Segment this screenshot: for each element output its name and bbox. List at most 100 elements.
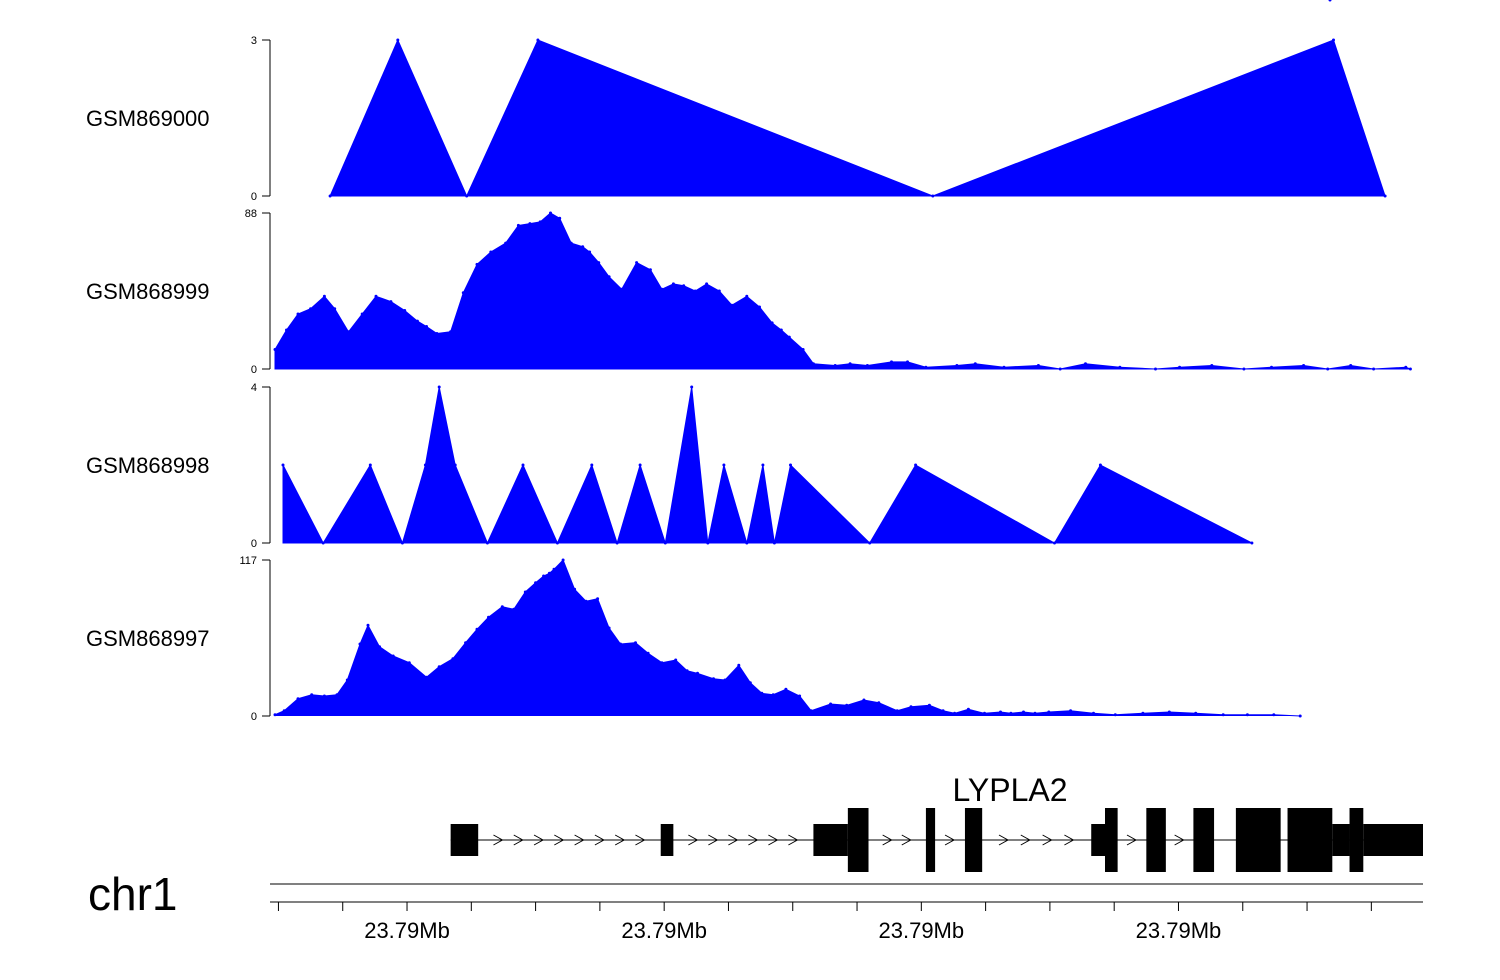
data-point <box>1002 365 1006 369</box>
data-point <box>877 701 881 705</box>
data-point <box>437 665 441 669</box>
data-point <box>1036 364 1040 367</box>
data-point <box>682 284 686 288</box>
data-point <box>1178 365 1182 369</box>
data-point <box>634 641 637 645</box>
strand-arrow-icon <box>493 834 504 846</box>
exon <box>847 808 869 872</box>
data-point <box>770 321 774 325</box>
data-point <box>722 463 726 467</box>
data-point <box>485 541 489 545</box>
data-point <box>1270 365 1273 369</box>
track-gsm868999: GSM868999 0 88 <box>86 208 1412 376</box>
data-point <box>660 661 664 665</box>
data-point <box>772 541 776 545</box>
exon <box>1235 808 1281 872</box>
data-point <box>779 328 783 332</box>
track-gsm869000: GSM869000 0 3 <box>86 35 1387 203</box>
strand-arrow-icon <box>635 834 646 846</box>
data-point <box>761 463 765 467</box>
exon <box>1193 808 1215 872</box>
strand-arrow-icon <box>708 834 719 846</box>
strand-arrow-icon <box>513 834 524 846</box>
data-point <box>955 364 959 367</box>
data-point <box>1194 711 1198 715</box>
data-point <box>407 661 411 665</box>
strand-arrow-icon <box>574 834 585 846</box>
data-point <box>449 330 453 334</box>
data-point <box>1404 365 1408 369</box>
data-point <box>1009 711 1013 715</box>
data-point <box>328 194 332 198</box>
data-point <box>475 262 479 266</box>
data-point <box>671 282 675 286</box>
data-point <box>389 300 393 304</box>
data-point <box>396 38 400 42</box>
coverage-tracks: GSM86900003GSM868999088GSM86899804GSM868… <box>86 0 1412 723</box>
exon <box>1332 824 1350 856</box>
strand-arrow-icon <box>1064 834 1075 846</box>
data-point <box>811 362 815 366</box>
data-point <box>504 241 508 245</box>
data-point <box>464 641 468 645</box>
data-point <box>809 709 813 713</box>
data-point <box>801 348 805 351</box>
data-point <box>273 348 277 351</box>
data-point <box>403 309 407 312</box>
data-point <box>534 581 538 585</box>
data-point <box>895 709 899 713</box>
data-point <box>512 607 516 611</box>
data-point <box>712 677 715 681</box>
data-point <box>345 678 349 682</box>
data-point <box>581 245 585 249</box>
data-point <box>862 698 866 702</box>
data-point <box>1326 367 1330 371</box>
data-point <box>538 220 542 224</box>
data-point <box>1245 713 1249 717</box>
data-point <box>758 305 761 309</box>
coverage-area <box>329 38 1386 198</box>
data-point <box>584 599 588 603</box>
strand-arrow-icon <box>554 834 565 846</box>
data-point <box>909 705 913 709</box>
data-point <box>953 711 957 715</box>
data-point <box>607 275 611 279</box>
data-point <box>607 626 611 630</box>
strand-arrow-icon <box>533 834 545 846</box>
track-label: GSM868998 <box>86 453 210 478</box>
y-tick-label: 0 <box>251 538 257 550</box>
x-tick-label: 23.79Mb <box>621 918 707 943</box>
data-point <box>521 463 525 467</box>
exon <box>450 824 479 856</box>
data-point <box>1250 541 1254 545</box>
data-point <box>549 211 552 215</box>
strand-arrow-icon <box>768 834 779 846</box>
data-point <box>865 364 869 367</box>
strand-arrow-icon <box>901 834 912 846</box>
y-tick-label: 4 <box>251 382 257 394</box>
data-point <box>1118 365 1122 369</box>
data-point <box>374 294 378 298</box>
data-point <box>941 709 945 713</box>
data-point <box>1302 364 1306 367</box>
x-tick-label: 23.79Mb <box>879 918 965 943</box>
data-point <box>437 385 441 389</box>
data-point <box>516 223 520 227</box>
data-point <box>1113 713 1117 717</box>
data-point <box>378 645 381 649</box>
strand-arrow-icon <box>944 834 956 846</box>
track-gsm868998: GSM868998 0 4 <box>86 382 1254 550</box>
data-point <box>322 294 326 298</box>
data-point <box>555 541 559 545</box>
data-point <box>789 463 792 467</box>
exon <box>1105 808 1118 872</box>
data-point <box>400 541 404 545</box>
data-point <box>1272 713 1276 717</box>
data-point <box>523 590 527 594</box>
data-point <box>771 693 775 697</box>
data-point <box>451 657 455 661</box>
data-point <box>1408 367 1412 371</box>
coverage-area <box>274 559 1301 717</box>
track-label: GSM868997 <box>86 626 210 651</box>
